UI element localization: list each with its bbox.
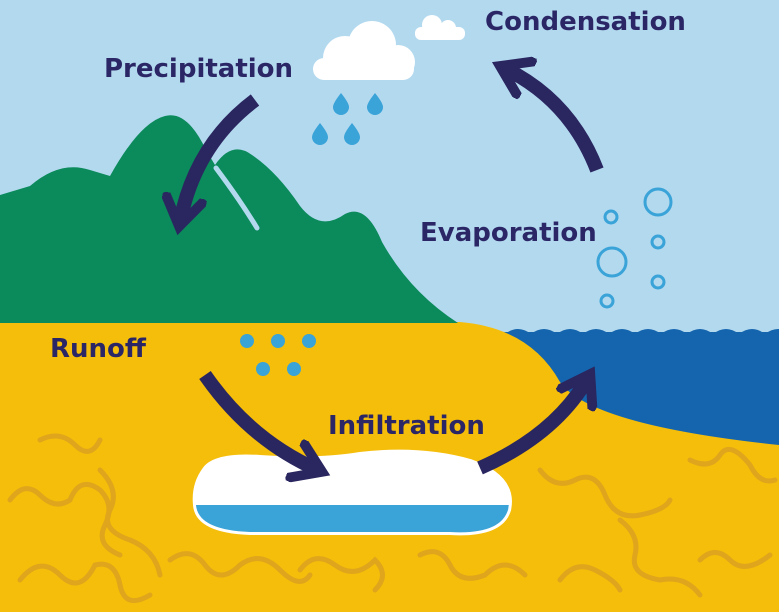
soil-pattern [7, 433, 778, 604]
runoff-drops [240, 334, 316, 376]
label-condensation: Condensation [485, 7, 686, 37]
cloud [313, 21, 415, 80]
mountain-stream [213, 165, 260, 231]
label-evaporation: Evaporation [420, 218, 597, 248]
vapor-bubbles [596, 187, 673, 309]
label-runoff: Runoff [50, 334, 147, 364]
waves [505, 329, 779, 345]
precipitation-arrow [180, 94, 260, 222]
label-precipitation: Precipitation [104, 54, 293, 84]
raindrops [312, 93, 383, 145]
condensation-arrow [504, 68, 604, 173]
infiltration-arrow [477, 378, 588, 475]
mountains [0, 115, 458, 323]
label-infiltration: Infiltration [328, 411, 485, 441]
small-cloud [415, 15, 465, 40]
groundwater [195, 505, 509, 533]
runoff-arrow [199, 371, 318, 470]
